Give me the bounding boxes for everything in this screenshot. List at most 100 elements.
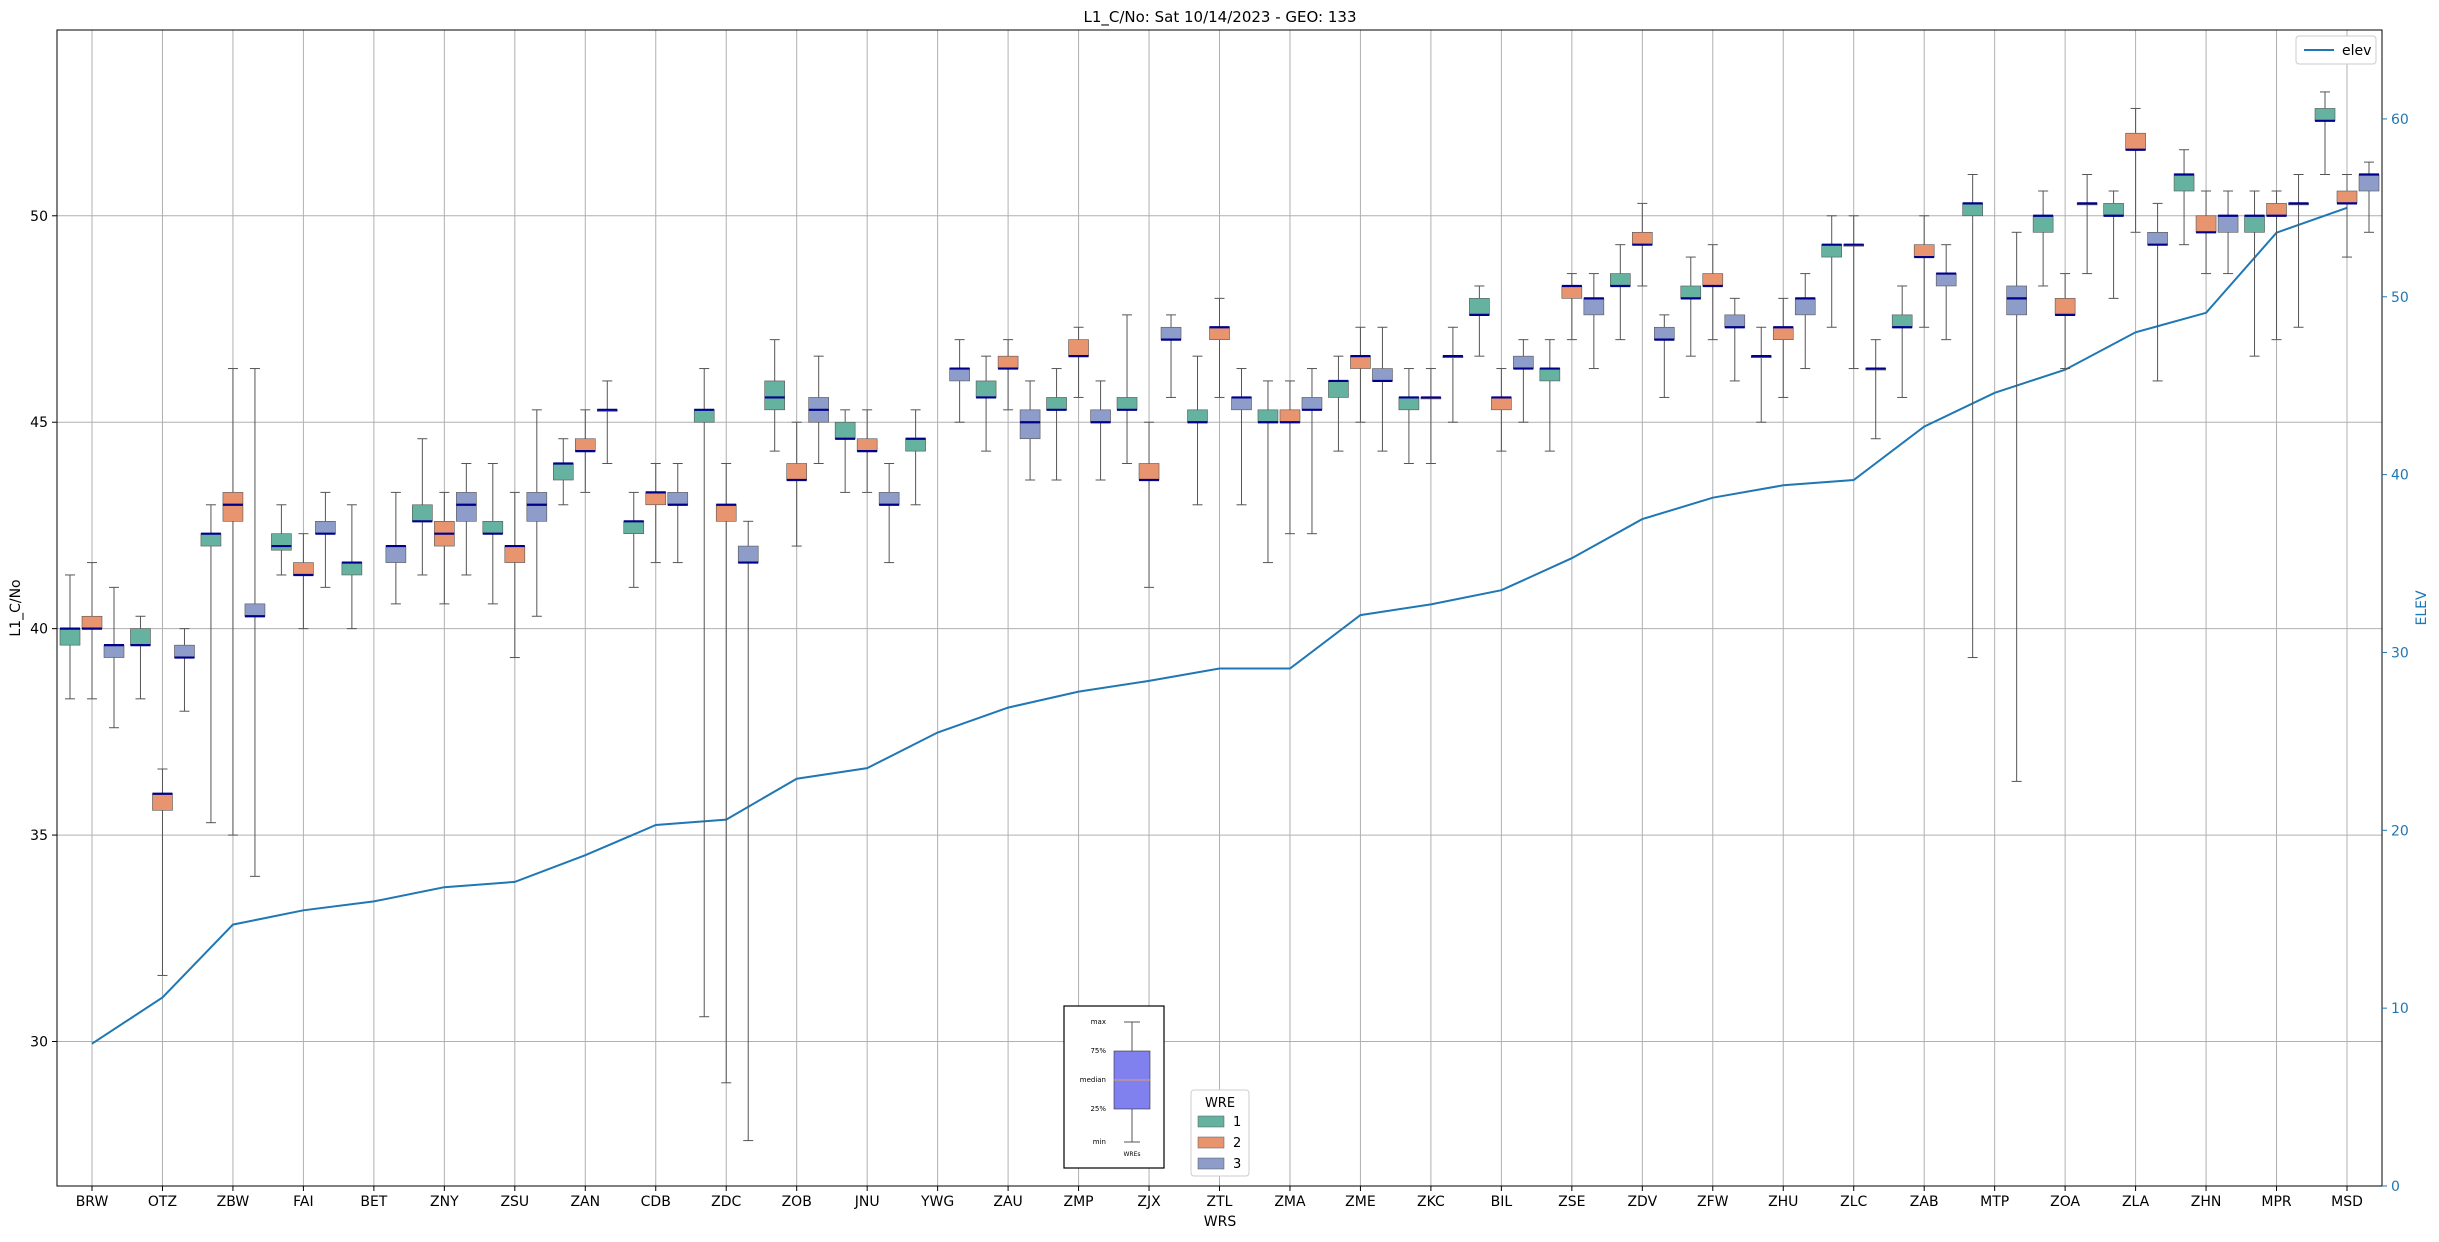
box-iqr [1654,326,1675,340]
box-iqr [2173,174,2195,192]
y-tick-label: 45 [30,415,48,431]
box-iqr [693,409,715,423]
box-iqr [1279,409,1301,423]
box-layer [59,91,2380,1142]
box-zdc-wre2 [715,463,737,1084]
x-tick-label: CDB [641,1194,671,1210]
box-iqr [1632,232,1653,245]
box-zme-wre2 [1350,326,1371,423]
box-msd-wre3 [2358,161,2380,233]
box-iqr [1491,397,1512,411]
box-iqr [482,520,504,534]
x-tick-label: ZOB [782,1194,812,1210]
x-tick-label: ZHN [2191,1194,2222,1210]
x-tick-label: BIL [1491,1194,1513,1210]
box-iqr [834,421,856,440]
box-iqr [385,545,407,563]
x-tick-label: ZBW [217,1194,250,1210]
box-zbw-wre3 [244,368,266,877]
box-iqr [1610,273,1631,287]
y2-tick-label: 50 [2391,290,2409,306]
box-zny-wre2 [434,491,455,605]
box-zhn-wre3 [2217,190,2239,275]
box-zjx-wre2 [1138,421,1160,588]
y2-tick-label: 20 [2391,823,2409,839]
box-fai-wre1 [271,504,292,576]
box-iqr [715,504,737,522]
box-zob-wre2 [786,421,807,547]
y-tick-label: 50 [30,209,48,225]
box-zsu-wre1 [482,463,504,605]
box-iqr [764,380,785,411]
box-iqr [949,368,970,382]
box-zmp-wre2 [1068,326,1089,398]
box-iqr [1231,397,1252,411]
box-cdb-wre1 [623,491,645,588]
box-iqr [786,463,807,481]
box-iqr [2358,174,2380,192]
box-cdb-wre3 [667,463,689,564]
box-otz-wre3 [174,628,195,712]
x-tick-label: ZMP [1064,1194,1094,1210]
x-tick-label: ZKC [1417,1194,1445,1210]
box-zlc-wre2 [1843,215,1865,370]
x-tick-label: MPR [2261,1194,2292,1210]
box-zhu-wre1 [1750,326,1772,423]
box-iqr [1772,326,1794,340]
box-zkc-wre2 [1420,368,1442,464]
box-zdc-wre1 [693,368,715,1018]
box-zan-wre3 [596,380,618,464]
box-zoa-wre1 [2032,190,2054,287]
box-zmp-wre1 [1046,368,1067,481]
x-tick-label: MTP [1980,1194,2009,1210]
box-iqr [2054,298,2076,316]
x-tick-label: ZAU [993,1194,1022,1210]
box-zny-wre3 [456,463,477,576]
box-iqr [1160,326,1182,340]
box-iqr [737,545,759,563]
boxplot-key: max 75% median 25% min WREs [1063,1005,1165,1169]
boxplot-key-p75: 75% [1090,1047,1106,1055]
box-zan-wre2 [574,409,596,493]
box-brw-wre1 [59,574,81,700]
box-zau-wre1 [975,355,997,452]
x-tick-label: ZDV [1627,1194,1657,1210]
box-jnu-wre3 [878,463,900,564]
box-iqr [1138,463,1160,481]
wre-legend-label-3: 3 [1233,1157,1241,1172]
box-bil-wre2 [1491,368,1512,452]
box-fai-wre2 [293,533,314,630]
y2-axis-label: ELEV [2414,590,2430,625]
y2-tick-label: 10 [2391,1001,2409,1017]
x-tick-label: BET [360,1194,387,1210]
box-iqr [315,520,336,534]
box-zoa-wre2 [2054,273,2076,370]
y-axis-label: L1_C/No [8,579,24,636]
box-iqr [878,492,900,506]
box-iqr [623,520,645,534]
box-iqr [526,492,548,522]
wre-legend-swatch-1 [1197,1115,1225,1128]
box-zme-wre1 [1328,355,1349,452]
box-mtp-wre3 [2006,231,2027,782]
box-iqr [1913,244,1935,258]
box-zbw-wre2 [222,368,244,836]
box-iqr [2217,215,2239,233]
box-iqr [504,545,526,563]
box-zkc-wre1 [1398,368,1420,464]
box-bil-wre1 [1469,285,1490,357]
x-tick-label: ZJX [1137,1194,1161,1210]
box-iqr [2314,108,2336,122]
box-iqr [244,603,266,617]
box-iqr [2103,203,2124,217]
elev-line [91,206,2348,1045]
box-zma-wre3 [1301,368,1323,535]
box-zdc-wre3 [737,520,759,1142]
wre-legend: WRE 1 2 3 [1190,1089,1250,1177]
x-tick-label: ZTL [1207,1194,1233,1210]
box-zse-wre3 [1583,273,1605,370]
wre-legend-label-1: 1 [1233,1115,1241,1130]
y2-tick-label: 60 [2391,112,2409,128]
